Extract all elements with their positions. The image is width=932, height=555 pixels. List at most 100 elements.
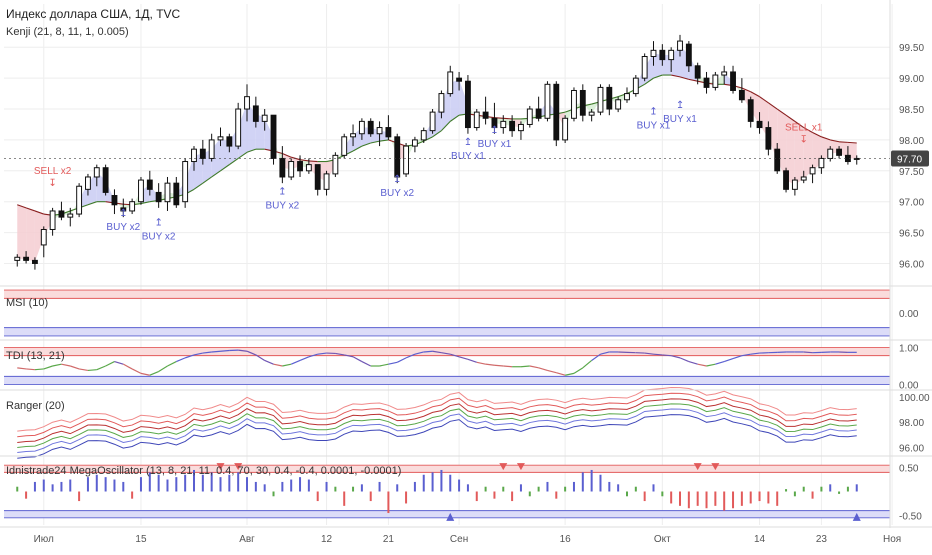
candle-body: [112, 196, 117, 205]
signal-arrow: ↥: [649, 106, 657, 117]
candle-body: [368, 121, 373, 133]
candle-body: [227, 137, 232, 146]
signal-arrow: ↧: [800, 135, 808, 146]
y-tick-label: 96.00: [899, 259, 924, 270]
kenji-line-segment: [848, 142, 857, 143]
signal-arrow: ↧: [48, 178, 56, 189]
chart-title: Индекс доллара США, 1Д, TVC: [6, 7, 181, 21]
candle-body: [103, 168, 108, 193]
candle-body: [731, 72, 736, 91]
tdi-line-segment: [804, 352, 813, 353]
candle-body: [545, 84, 550, 118]
candle-body: [236, 109, 241, 146]
candle-body: [607, 87, 612, 109]
signal-arrow: ↥: [393, 174, 401, 185]
candle-body: [395, 137, 400, 177]
tdi-line-segment: [662, 355, 671, 356]
panel-title-tdi: TDI (13, 21): [6, 350, 65, 362]
candle-body: [315, 165, 320, 190]
candle-body: [775, 149, 780, 171]
candle-body: [439, 94, 444, 113]
candle-body: [200, 149, 205, 158]
candle-body: [245, 97, 250, 109]
signal-label: SELL x1: [785, 123, 823, 134]
candle-body: [15, 257, 20, 260]
candle-body: [704, 78, 709, 87]
x-tick-label: Авг: [239, 534, 255, 545]
signal-arrow: ↥: [278, 187, 286, 198]
candle-body: [86, 177, 91, 189]
candle-body: [412, 140, 417, 146]
candle-body: [465, 81, 470, 127]
candle-body: [421, 131, 426, 140]
candle-body: [59, 211, 64, 217]
candle-body: [32, 260, 37, 263]
candle-body: [819, 158, 824, 167]
x-tick-label: Ноя: [883, 534, 901, 545]
y-tick-label: 98.00: [899, 136, 924, 147]
candle-body: [139, 180, 144, 202]
tdi-line-segment: [212, 351, 221, 352]
candle-body: [722, 72, 727, 75]
candle-body: [174, 183, 179, 205]
x-tick-label: 21: [383, 534, 395, 545]
candle-body: [563, 118, 568, 140]
lower-band-fill: [4, 511, 890, 518]
candle-body: [792, 180, 797, 189]
lower-band-fill: [4, 376, 890, 384]
signal-label: BUY x2: [106, 222, 140, 233]
candle-body: [669, 50, 674, 59]
candle-body: [784, 171, 789, 190]
candle-body: [448, 72, 453, 94]
tdi-line-segment: [26, 369, 35, 370]
candle-body: [837, 149, 842, 155]
candle-body: [298, 162, 303, 171]
candle-body: [828, 149, 833, 158]
tdi-line-segment: [88, 370, 97, 371]
candle-body: [748, 100, 753, 122]
candle-body: [68, 214, 73, 217]
tdi-line-segment: [521, 366, 530, 367]
y-tick-label: 98.50: [899, 105, 924, 116]
signal-arrow: ↥: [119, 208, 127, 219]
tdi-line-segment: [503, 366, 512, 367]
candle-body: [527, 109, 532, 124]
y-tick-label: 0.50: [899, 464, 919, 475]
signal-label: BUY x1: [663, 114, 697, 125]
candle-body: [598, 87, 603, 112]
upper-band-fill: [4, 290, 890, 298]
kenji-line-segment: [309, 161, 318, 162]
candle-body: [695, 66, 700, 78]
last-price-label: 97.70: [897, 154, 922, 165]
y-tick-label: 0.00: [899, 380, 919, 391]
signal-arrow: ↥: [464, 137, 472, 148]
candle-body: [165, 183, 170, 202]
candle-body: [757, 121, 762, 127]
signal-label: BUY x1: [478, 139, 512, 150]
candle-body: [554, 84, 559, 140]
y-tick-label: 100.00: [899, 393, 930, 404]
candle-body: [156, 192, 161, 201]
tdi-line-segment: [221, 350, 230, 351]
y-tick-label: 96.50: [899, 229, 924, 240]
lower-band-fill: [4, 328, 890, 336]
candle-body: [430, 112, 435, 131]
candle-body: [359, 121, 364, 133]
candle-body: [510, 121, 515, 130]
y-tick-label: 99.00: [899, 74, 924, 85]
candle-body: [483, 112, 488, 118]
candle-body: [642, 57, 647, 79]
candle-body: [580, 90, 585, 115]
candle-body: [24, 257, 29, 260]
candle-body: [386, 128, 391, 137]
candle-body: [271, 115, 276, 158]
candle-body: [192, 149, 197, 161]
candle-body: [306, 165, 311, 171]
signal-label: BUY x2: [142, 231, 176, 242]
candle-body: [218, 137, 223, 140]
candle-body: [183, 162, 188, 202]
y-tick-label: -0.50: [899, 511, 922, 522]
x-tick-label: Окт: [654, 534, 671, 545]
y-tick-label: 96.00: [899, 443, 924, 454]
upper-band-fill: [4, 348, 890, 356]
